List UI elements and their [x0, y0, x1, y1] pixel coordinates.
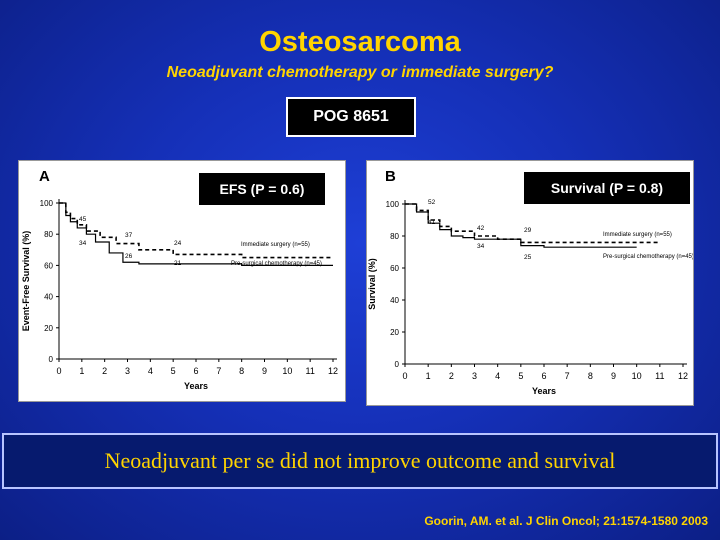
at-risk-annotation: 21 [174, 260, 182, 267]
y-tick-label: 20 [44, 324, 53, 333]
at-risk-annotation: 41 [428, 219, 436, 226]
x-tick-label: 0 [56, 366, 61, 376]
y-tick-label: 60 [44, 261, 53, 270]
at-risk-annotation: 37 [125, 232, 133, 239]
at-risk-annotation: 29 [524, 227, 532, 234]
x-tick-label: 2 [449, 371, 454, 381]
x-tick-label: 9 [611, 371, 616, 381]
x-tick-label: 11 [305, 366, 314, 376]
x-tick-label: 1 [79, 366, 84, 376]
at-risk-annotation: 26 [125, 253, 133, 260]
slide-title: Osteosarcoma [259, 26, 461, 58]
at-risk-annotation: 34 [79, 240, 87, 247]
series-label: Immediate surgery (n=55) [603, 232, 672, 238]
series-label: Immediate surgery (n=55) [241, 242, 310, 248]
y-tick-label: 20 [390, 328, 399, 337]
slide-subtitle: Neoadjuvant chemotherapy or immediate su… [166, 64, 554, 81]
survival-curve-presurgical-chemo [59, 202, 333, 266]
x-tick-label: 5 [171, 366, 176, 376]
panel-letter: B [385, 168, 396, 185]
x-tick-label: 3 [125, 366, 130, 376]
y-tick-label: 60 [390, 264, 399, 273]
y-tick-label: 0 [49, 355, 54, 364]
survival-curve-presurgical-chemo [405, 203, 637, 248]
x-tick-label: 2 [102, 366, 107, 376]
y-tick-label: 80 [44, 230, 53, 239]
y-tick-label: 0 [395, 360, 400, 369]
x-axis-title: Years [532, 386, 556, 396]
y-tick-label: 80 [390, 232, 399, 241]
x-tick-label: 9 [262, 366, 267, 376]
at-risk-annotation: 42 [477, 225, 485, 232]
x-tick-label: 11 [655, 371, 664, 381]
citation: Goorin, AM. et al. J Clin Oncol; 21:1574… [424, 514, 708, 528]
x-tick-label: 7 [216, 366, 221, 376]
at-risk-annotation: 24 [174, 240, 182, 247]
survival-curve-immediate-surgery [59, 202, 333, 259]
x-tick-label: 8 [588, 371, 593, 381]
y-axis-title: Survival (%) [367, 258, 377, 310]
y-tick-label: 40 [390, 296, 399, 305]
x-tick-label: 5 [518, 371, 523, 381]
x-tick-label: 8 [239, 366, 244, 376]
series-label: Pre-surgical chemotherapy (n=45) [603, 254, 693, 260]
at-risk-annotation: 34 [477, 243, 485, 250]
x-tick-label: 10 [282, 366, 292, 376]
x-tick-label: 12 [328, 366, 338, 376]
survival-chart: B0 1 2 3 4 5 6 7 8 9 10 11 12020406080100YearsSurviv… [367, 168, 694, 396]
y-tick-label: 40 [44, 293, 53, 302]
panel-letter: A [39, 168, 50, 185]
x-tick-label: 6 [193, 366, 198, 376]
x-tick-label: 10 [632, 371, 642, 381]
x-tick-label: 4 [495, 371, 500, 381]
x-tick-label: 12 [678, 371, 688, 381]
x-tick-label: 6 [541, 371, 546, 381]
at-risk-annotation: 52 [428, 199, 436, 206]
series-label: Pre-surgical chemotherapy (n=45) [231, 261, 322, 267]
x-tick-label: 4 [148, 366, 153, 376]
at-risk-annotation: 25 [524, 254, 532, 261]
at-risk-annotation: 45 [79, 216, 87, 223]
x-axis-title: Years [184, 381, 208, 391]
x-tick-label: 0 [402, 371, 407, 381]
conclusion-banner: Neoadjuvant per se did not improve outco… [2, 433, 718, 489]
x-tick-label: 3 [472, 371, 477, 381]
y-tick-label: 100 [40, 199, 54, 208]
efs-chart: A0 1 2 3 4 5 6 7 8 9 10 11 12020406080100YearsEvent-… [21, 168, 338, 391]
efs-pvalue-label: EFS (P = 0.6) [197, 171, 327, 207]
x-tick-label: 1 [426, 371, 431, 381]
x-tick-label: 7 [565, 371, 570, 381]
y-tick-label: 100 [386, 200, 400, 209]
survival-pvalue-label: Survival (P = 0.8) [522, 170, 692, 206]
y-axis-title: Event-Free Survival (%) [21, 231, 31, 332]
trial-label: POG 8651 [286, 97, 416, 137]
